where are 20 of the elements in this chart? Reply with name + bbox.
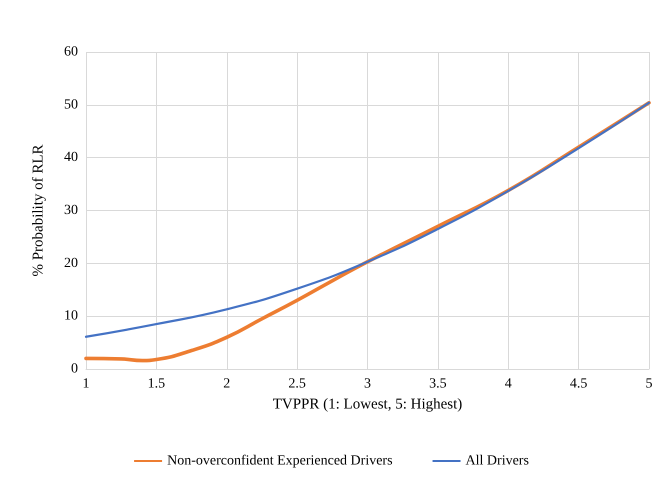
legend-label: Non-overconfident Experienced Drivers <box>167 454 393 468</box>
y-tick-label: 30 <box>64 203 78 218</box>
y-axis-title: % Probability of RLR <box>30 144 46 277</box>
x-tick-label: 2.5 <box>288 376 306 392</box>
legend-label: All Drivers <box>466 454 529 468</box>
y-tick-label: 20 <box>64 256 78 271</box>
y-tick-label: 10 <box>64 308 78 324</box>
x-tick-label: 1.5 <box>148 376 166 392</box>
x-tick-label: 2 <box>223 376 230 392</box>
y-tick-label: 60 <box>64 44 78 60</box>
x-axis-title: TVPPR (1: Lowest, 5: Highest) <box>272 396 462 412</box>
x-tick-label: 4.5 <box>570 376 588 392</box>
y-tick-label: 50 <box>64 97 78 112</box>
x-tick-label: 4 <box>504 376 512 392</box>
x-tick-label: 3 <box>364 376 371 392</box>
y-tick-label: 0 <box>71 362 78 376</box>
x-tick-label: 5 <box>646 376 652 392</box>
x-tick-label: 1 <box>82 376 90 392</box>
y-tick-label: 40 <box>64 150 78 166</box>
x-tick-label: 3.5 <box>429 376 447 392</box>
